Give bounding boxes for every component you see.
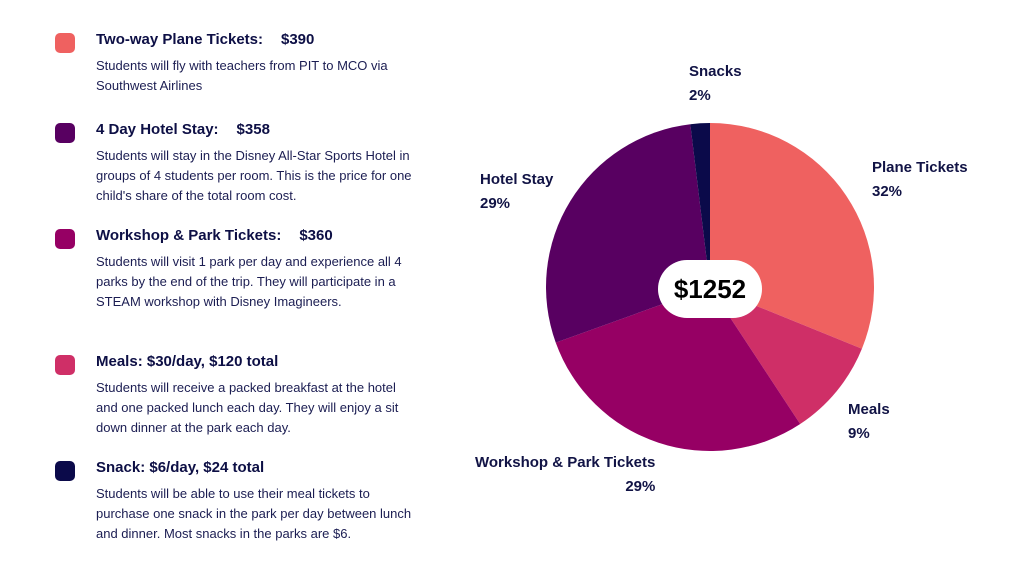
legend-title-meals: Meals: $30/day, $120 total: [96, 353, 278, 370]
slice-name: Meals: [848, 401, 890, 418]
legend-title-plane: Two-way Plane Tickets: $390: [96, 31, 314, 48]
legend-title-text: Snack: $6/day, $24 total: [96, 459, 265, 476]
legend-desc-plane: Students will fly with teachers from PIT…: [96, 58, 388, 93]
legend-title-text: 4 Day Hotel Stay:: [96, 121, 219, 138]
slice-percent: 32%: [872, 183, 903, 200]
legend-desc-meals: Students will receive a packed breakfast…: [96, 380, 399, 435]
total-label: $1252: [658, 260, 762, 318]
pie-slice-snacks: [690, 123, 710, 287]
slice-percent: 2%: [689, 87, 711, 104]
legend-swatch-plane: [55, 33, 75, 53]
slice-name: Workshop & Park Tickets: [475, 454, 656, 471]
pie-slice-workshop-park-tickets: [555, 287, 801, 451]
legend-title-text: Two-way Plane Tickets:: [96, 31, 263, 48]
pie-chart: Snacks 2% Plane Tickets 32% Hotel Stay 2…: [440, 0, 1024, 578]
legend-amount: $360: [299, 227, 333, 244]
slice-name: Snacks: [689, 63, 742, 80]
slice-percent: 9%: [848, 425, 870, 442]
slice-label-hotel: Hotel Stay 29%: [480, 168, 553, 216]
slice-label-workshop: Workshop & Park Tickets 29%: [475, 451, 655, 499]
slice-name: Hotel Stay: [480, 171, 554, 188]
legend-swatch-meals: [55, 355, 75, 375]
legend-swatch-snack: [55, 461, 75, 481]
slice-percent: 29%: [625, 478, 656, 495]
slice-label-meals: Meals 9%: [848, 398, 890, 446]
legend-desc-workshop: Students will visit 1 park per day and e…: [96, 254, 402, 309]
legend: Two-way Plane Tickets: $390 Students will…: [0, 0, 430, 578]
legend-amount: $358: [236, 121, 270, 138]
legend-swatch-hotel: [55, 123, 75, 143]
pie-slice-meals: [710, 287, 862, 424]
legend-swatch-workshop: [55, 229, 75, 249]
legend-title-text: Meals: $30/day, $120 total: [96, 353, 279, 370]
legend-title-snack: Snack: $6/day, $24 total: [96, 459, 264, 476]
slice-percent: 29%: [480, 195, 511, 212]
slice-label-snacks: Snacks 2%: [689, 60, 742, 108]
slice-label-plane: Plane Tickets 32%: [872, 156, 968, 204]
legend-title-hotel: 4 Day Hotel Stay: $358: [96, 121, 270, 138]
legend-desc-hotel: Students will stay in the Disney All-Sta…: [96, 148, 412, 203]
legend-title-text: Workshop & Park Tickets:: [96, 227, 282, 244]
legend-amount: $390: [281, 31, 315, 48]
legend-desc-snack: Students will be able to use their meal …: [96, 486, 412, 541]
slice-name: Plane Tickets: [872, 159, 968, 176]
legend-title-workshop: Workshop & Park Tickets: $360: [96, 227, 333, 244]
